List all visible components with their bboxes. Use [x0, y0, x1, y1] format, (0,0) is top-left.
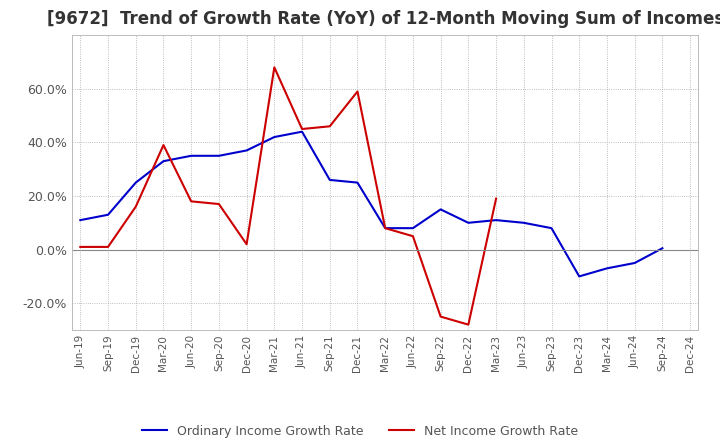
- Ordinary Income Growth Rate: [630, 260, 639, 266]
- Ordinary Income Growth Rate: [76, 217, 85, 223]
- Net Income Growth Rate: [215, 202, 223, 207]
- Net Income Growth Rate: [298, 126, 307, 132]
- Net Income Growth Rate: [159, 143, 168, 148]
- Net Income Growth Rate: [76, 244, 85, 249]
- Ordinary Income Growth Rate: [159, 158, 168, 164]
- Net Income Growth Rate: [436, 314, 445, 319]
- Net Income Growth Rate: [325, 124, 334, 129]
- Net Income Growth Rate: [187, 199, 196, 204]
- Net Income Growth Rate: [381, 226, 390, 231]
- Line: Net Income Growth Rate: Net Income Growth Rate: [81, 67, 496, 325]
- Ordinary Income Growth Rate: [547, 226, 556, 231]
- Line: Ordinary Income Growth Rate: Ordinary Income Growth Rate: [81, 132, 662, 276]
- Ordinary Income Growth Rate: [658, 246, 667, 251]
- Ordinary Income Growth Rate: [270, 134, 279, 139]
- Ordinary Income Growth Rate: [603, 266, 611, 271]
- Ordinary Income Growth Rate: [104, 212, 112, 217]
- Net Income Growth Rate: [354, 89, 362, 94]
- Ordinary Income Growth Rate: [354, 180, 362, 185]
- Ordinary Income Growth Rate: [575, 274, 583, 279]
- Ordinary Income Growth Rate: [298, 129, 307, 134]
- Ordinary Income Growth Rate: [492, 217, 500, 223]
- Ordinary Income Growth Rate: [519, 220, 528, 225]
- Ordinary Income Growth Rate: [436, 207, 445, 212]
- Ordinary Income Growth Rate: [215, 153, 223, 158]
- Net Income Growth Rate: [270, 65, 279, 70]
- Ordinary Income Growth Rate: [325, 177, 334, 183]
- Net Income Growth Rate: [492, 196, 500, 202]
- Ordinary Income Growth Rate: [408, 226, 417, 231]
- Ordinary Income Growth Rate: [187, 153, 196, 158]
- Ordinary Income Growth Rate: [243, 148, 251, 153]
- Net Income Growth Rate: [132, 204, 140, 209]
- Ordinary Income Growth Rate: [381, 226, 390, 231]
- Ordinary Income Growth Rate: [464, 220, 472, 225]
- Net Income Growth Rate: [104, 244, 112, 249]
- Legend: Ordinary Income Growth Rate, Net Income Growth Rate: Ordinary Income Growth Rate, Net Income …: [138, 420, 582, 440]
- Net Income Growth Rate: [243, 242, 251, 247]
- Net Income Growth Rate: [464, 322, 472, 327]
- Ordinary Income Growth Rate: [132, 180, 140, 185]
- Net Income Growth Rate: [408, 234, 417, 239]
- Title: [9672]  Trend of Growth Rate (YoY) of 12-Month Moving Sum of Incomes: [9672] Trend of Growth Rate (YoY) of 12-…: [47, 10, 720, 28]
